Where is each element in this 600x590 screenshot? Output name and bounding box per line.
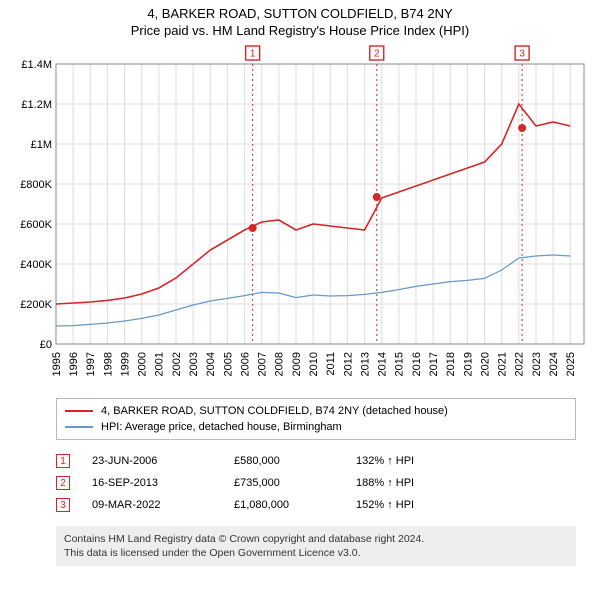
svg-text:£1M: £1M: [31, 139, 52, 151]
svg-text:1996: 1996: [68, 352, 80, 376]
svg-text:1: 1: [250, 49, 256, 60]
txn-date: 09-MAR-2022: [92, 499, 212, 511]
svg-text:2014: 2014: [377, 352, 389, 376]
svg-text:2019: 2019: [462, 352, 474, 376]
svg-text:2018: 2018: [445, 352, 457, 376]
svg-text:2015: 2015: [394, 352, 406, 376]
svg-text:£800K: £800K: [20, 179, 52, 191]
svg-text:2025: 2025: [565, 352, 577, 376]
transaction-row: 1 23-JUN-2006 £580,000 132% ↑ HPI: [56, 450, 576, 472]
svg-text:2023: 2023: [531, 352, 543, 376]
svg-text:2024: 2024: [548, 352, 560, 376]
svg-text:2010: 2010: [308, 352, 320, 376]
attribution-line: Contains HM Land Registry data © Crown c…: [64, 532, 568, 546]
attribution-box: Contains HM Land Registry data © Crown c…: [56, 526, 576, 566]
legend-swatch-blue: [65, 426, 93, 428]
legend-label: HPI: Average price, detached house, Birm…: [101, 421, 342, 433]
svg-text:1995: 1995: [51, 352, 63, 376]
svg-text:2006: 2006: [239, 352, 251, 376]
line-chart: £0 £200K £400K £600K £800K £1M £1.2M £1.4M 1995 1…: [8, 44, 592, 394]
svg-text:£0: £0: [40, 339, 52, 351]
txn-pct: 188% ↑ HPI: [356, 477, 476, 489]
txn-pct: 132% ↑ HPI: [356, 455, 476, 467]
svg-text:2007: 2007: [257, 352, 269, 376]
svg-text:2011: 2011: [325, 352, 337, 376]
chart-title: 4, BARKER ROAD, SUTTON COLDFIELD, B74 2N…: [8, 6, 592, 21]
svg-text:2005: 2005: [222, 352, 234, 376]
svg-text:1998: 1998: [102, 352, 114, 376]
txn-badge: 1: [56, 454, 70, 468]
txn-date: 16-SEP-2013: [92, 477, 212, 489]
chart-title-block: 4, BARKER ROAD, SUTTON COLDFIELD, B74 2N…: [8, 6, 592, 38]
chart-area: £0 £200K £400K £600K £800K £1M £1.2M £1.4M 1995 1…: [8, 44, 592, 394]
transaction-list: 1 23-JUN-2006 £580,000 132% ↑ HPI 2 16-S…: [56, 450, 576, 516]
svg-text:2016: 2016: [411, 352, 423, 376]
svg-text:2008: 2008: [274, 352, 286, 376]
svg-text:2004: 2004: [205, 352, 217, 376]
txn-price: £735,000: [234, 477, 334, 489]
legend: 4, BARKER ROAD, SUTTON COLDFIELD, B74 2N…: [56, 398, 576, 440]
legend-swatch-red: [65, 410, 93, 412]
svg-text:£600K: £600K: [20, 219, 52, 231]
txn-pct: 152% ↑ HPI: [356, 499, 476, 511]
legend-item-price: 4, BARKER ROAD, SUTTON COLDFIELD, B74 2N…: [65, 403, 567, 419]
svg-text:2: 2: [374, 49, 380, 60]
svg-text:£1.2M: £1.2M: [21, 99, 52, 111]
svg-text:£400K: £400K: [20, 259, 52, 271]
legend-item-hpi: HPI: Average price, detached house, Birm…: [65, 419, 567, 435]
svg-text:2017: 2017: [428, 352, 440, 376]
attribution-line: This data is licensed under the Open Gov…: [64, 546, 568, 560]
svg-text:2012: 2012: [342, 352, 354, 376]
txn-date: 23-JUN-2006: [92, 455, 212, 467]
svg-text:1997: 1997: [85, 352, 97, 376]
svg-text:2000: 2000: [137, 352, 149, 376]
transaction-row: 2 16-SEP-2013 £735,000 188% ↑ HPI: [56, 472, 576, 494]
txn-price: £1,080,000: [234, 499, 334, 511]
txn-badge: 2: [56, 476, 70, 490]
svg-text:2001: 2001: [154, 352, 166, 376]
legend-label: 4, BARKER ROAD, SUTTON COLDFIELD, B74 2N…: [101, 405, 448, 417]
svg-text:2009: 2009: [291, 352, 303, 376]
svg-text:£1.4M: £1.4M: [21, 59, 52, 71]
svg-text:1999: 1999: [119, 352, 131, 376]
svg-text:2022: 2022: [514, 352, 526, 376]
svg-text:2021: 2021: [497, 352, 509, 376]
txn-badge: 3: [56, 498, 70, 512]
svg-text:2002: 2002: [171, 352, 183, 376]
chart-subtitle: Price paid vs. HM Land Registry's House …: [8, 23, 592, 38]
svg-text:2003: 2003: [188, 352, 200, 376]
svg-text:3: 3: [519, 49, 525, 60]
transaction-row: 3 09-MAR-2022 £1,080,000 152% ↑ HPI: [56, 494, 576, 516]
txn-price: £580,000: [234, 455, 334, 467]
svg-text:2020: 2020: [479, 352, 491, 376]
svg-text:£200K: £200K: [20, 299, 52, 311]
svg-text:2013: 2013: [359, 352, 371, 376]
